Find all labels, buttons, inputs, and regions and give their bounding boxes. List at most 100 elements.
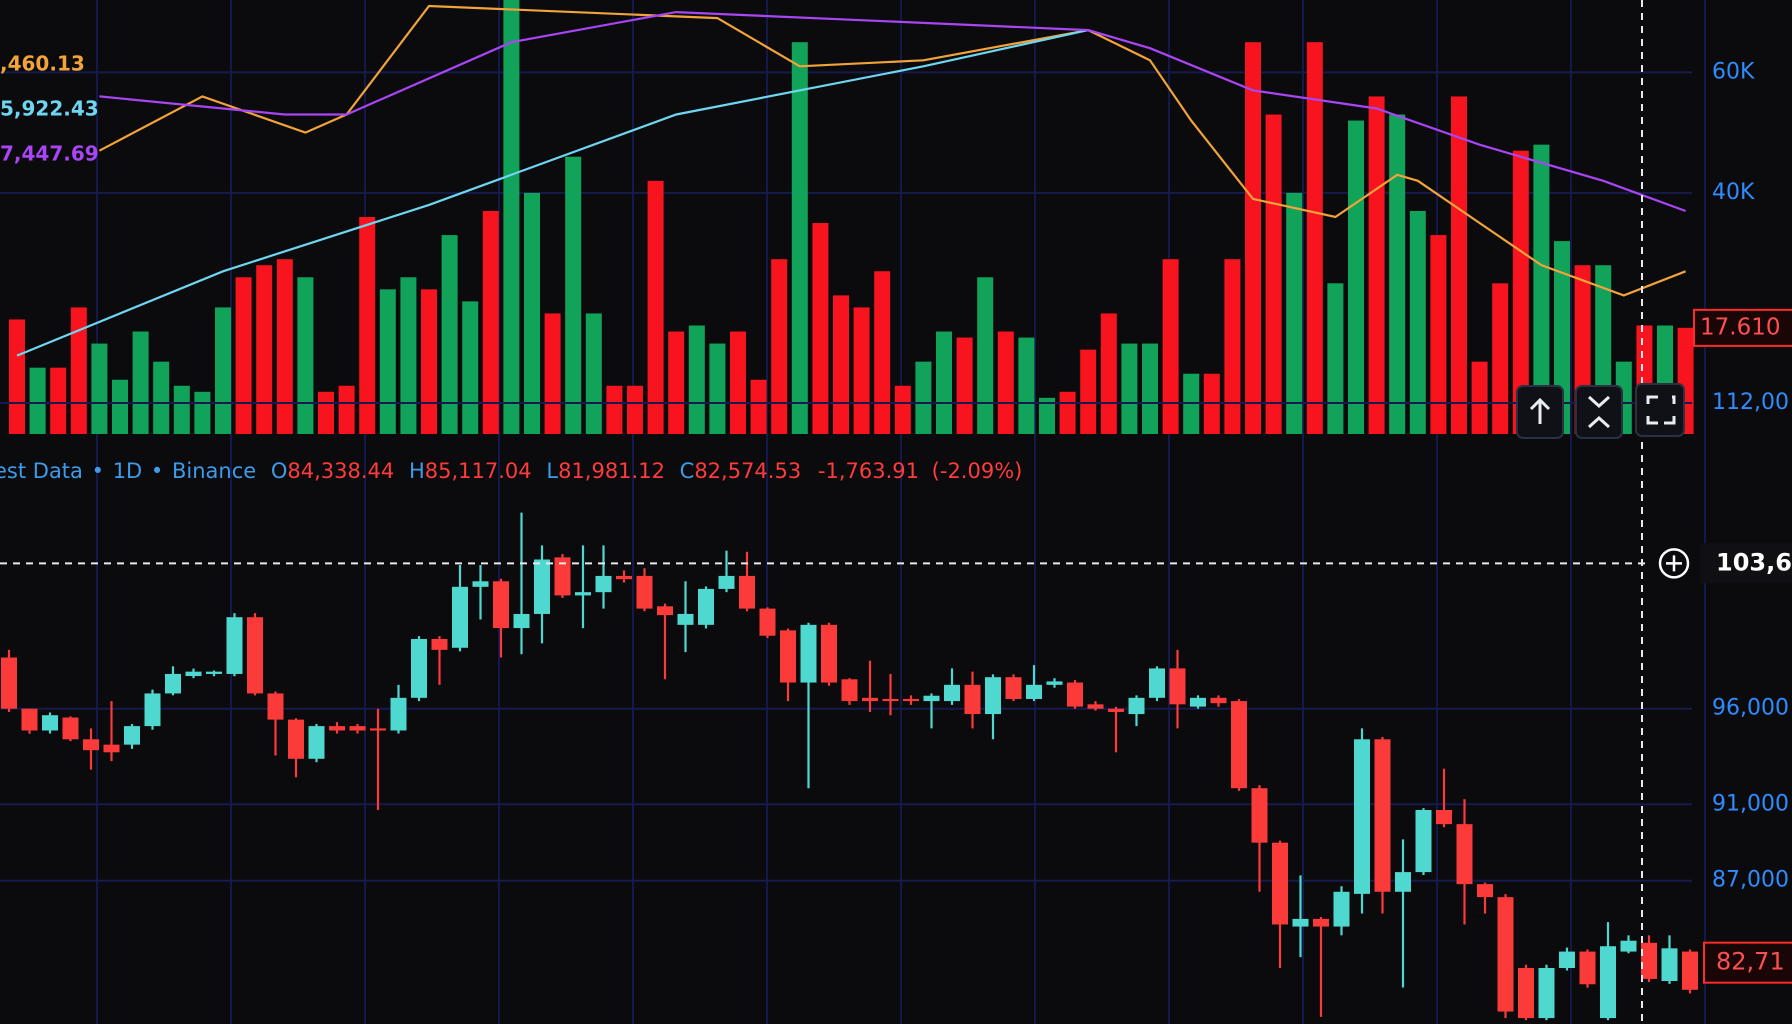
- candle-body: [862, 697, 878, 702]
- y-tick-label: 91,000: [1712, 791, 1789, 816]
- moving-average-value: 7,447.69: [0, 142, 99, 166]
- candle-body: [1169, 668, 1186, 705]
- candle-body: [1292, 918, 1309, 927]
- candle-body: [1661, 948, 1678, 982]
- volume-bar: [627, 385, 643, 434]
- candle-body: [595, 575, 612, 593]
- fullscreen-button[interactable]: [1635, 383, 1685, 437]
- collapse-button[interactable]: [1575, 385, 1623, 439]
- volume-bar: [1142, 343, 1158, 434]
- volume-bar: [874, 271, 891, 434]
- exchange: Binance: [172, 459, 256, 483]
- volume-bar: [1389, 114, 1406, 435]
- volume-bar: [194, 391, 211, 434]
- candle-body: [698, 588, 714, 625]
- volume-bar: [936, 331, 952, 434]
- candle-body: [1456, 824, 1473, 885]
- volume-bar: [1471, 361, 1488, 434]
- candle-body: [226, 617, 243, 674]
- candle-body: [1641, 942, 1657, 979]
- candle-body: [1087, 704, 1104, 709]
- volume-bar: [112, 379, 128, 434]
- moving-average-line: [16, 29, 1089, 357]
- volume-bar: [441, 235, 458, 434]
- candle-body: [390, 697, 407, 731]
- candle-body: [1, 657, 17, 709]
- candle-body: [985, 677, 1001, 715]
- volume-bar: [29, 367, 46, 434]
- candle-body: [1149, 668, 1165, 698]
- volume-bar: [1306, 42, 1323, 434]
- candle-body: [903, 698, 919, 702]
- candle-body: [1108, 708, 1124, 712]
- volume-bar: [235, 277, 252, 434]
- volume-bar: [153, 361, 170, 434]
- change: -1,763.91: [818, 459, 919, 483]
- candle-body: [472, 581, 489, 587]
- volume-bar: [318, 391, 334, 434]
- candle-body: [1272, 842, 1288, 925]
- volume-bar: [1100, 313, 1117, 434]
- volume-bar: [173, 385, 190, 434]
- volume-bar: [688, 325, 705, 434]
- candle-body: [718, 575, 735, 589]
- y-tick-label: 60K: [1712, 59, 1755, 84]
- volume-bar: [503, 0, 520, 434]
- open-value: 84,338.44: [287, 459, 394, 483]
- candle-body: [144, 693, 161, 727]
- candle-body: [1436, 809, 1452, 825]
- moving-average-value: 5,922.43: [0, 97, 99, 121]
- scroll-up-button[interactable]: [1516, 385, 1564, 439]
- volume-bar: [853, 307, 870, 434]
- candle-body: [1559, 951, 1575, 969]
- volume-bar: [1080, 349, 1097, 434]
- interval: 1D: [113, 459, 143, 483]
- candle-body: [1210, 697, 1227, 704]
- candle-body: [1600, 946, 1616, 1019]
- candle-body: [165, 673, 181, 694]
- ohlc-header: est Data • 1D • Binance O84,338.44 H85,1…: [0, 459, 1022, 483]
- low-value: 81,981.12: [558, 459, 665, 483]
- volume-bar: [256, 265, 273, 434]
- candle-body: [882, 698, 899, 702]
- candle-body: [1313, 918, 1329, 927]
- candle-body: [1354, 739, 1370, 894]
- candle-body: [1067, 682, 1083, 707]
- candle-body: [1046, 681, 1063, 685]
- add-alert-icon: [1666, 555, 1682, 572]
- y-tick-label: 87,000: [1712, 868, 1789, 893]
- y-tick-label: 96,000: [1712, 696, 1789, 721]
- moving-average-value: ,460.13: [0, 52, 85, 76]
- candle-body: [821, 624, 837, 683]
- last-volume-label: 17.610: [1700, 314, 1780, 340]
- open-label: O: [271, 459, 288, 483]
- candle-body: [1374, 739, 1391, 892]
- candle-body: [370, 728, 386, 731]
- candle-body: [185, 671, 202, 677]
- candle-body: [62, 717, 79, 740]
- candle-body: [493, 581, 509, 629]
- crosshair-label: 103,61: [1716, 548, 1792, 576]
- candle-body: [1005, 677, 1022, 699]
- plot-layer: [0, 0, 1698, 1021]
- candle-body: [657, 606, 673, 616]
- candle-body: [1620, 940, 1637, 952]
- volume-bar: [997, 331, 1014, 434]
- volume-bar: [91, 343, 108, 434]
- candle-body: [1538, 968, 1555, 1019]
- candle-body: [1026, 684, 1042, 699]
- candle-body: [800, 624, 817, 683]
- candle-body: [923, 695, 940, 702]
- volume-bar: [1451, 96, 1467, 434]
- last-volume-box: [1693, 308, 1792, 347]
- volume-bar: [421, 289, 437, 434]
- candle-body: [431, 638, 448, 650]
- candle-body: [1497, 897, 1514, 1012]
- candle-body: [103, 744, 120, 753]
- crosshair-box: [1700, 543, 1792, 584]
- volume-bar: [9, 319, 25, 434]
- volume-bar: [1245, 42, 1261, 434]
- volume-bar: [1409, 210, 1426, 434]
